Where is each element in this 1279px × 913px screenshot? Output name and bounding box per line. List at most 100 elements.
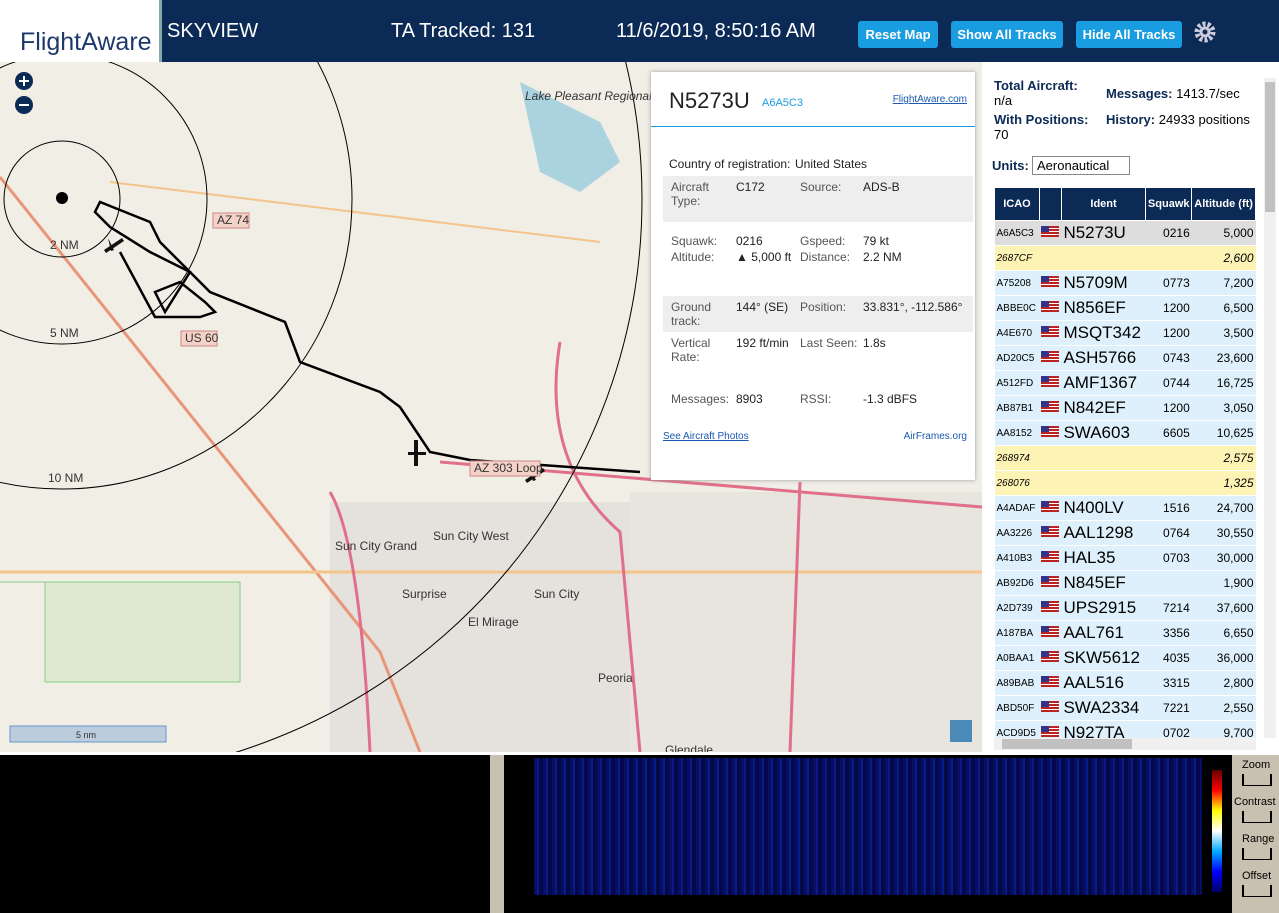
aircraft-row[interactable]: A512FD AMF1367 0744 16,725 xyxy=(994,370,1256,396)
splitter[interactable] xyxy=(490,755,504,913)
controls: Zoom Contrast Range Offset xyxy=(1232,755,1279,913)
units-select[interactable]: Aeronautical xyxy=(1032,156,1130,175)
control-slider[interactable] xyxy=(1242,848,1272,860)
aircraft-row[interactable]: 268974 2,575 xyxy=(994,445,1256,471)
icao: A4E670 xyxy=(994,320,1040,346)
flag-icon xyxy=(1041,651,1060,662)
aircraft-row[interactable]: A4E670 MSQT342 1200 3,500 xyxy=(994,320,1256,346)
aircraft xyxy=(104,238,545,483)
flag-icon xyxy=(1041,426,1060,437)
aircraft-row[interactable]: A0BAA1 SKW5612 4035 36,000 xyxy=(994,645,1256,671)
column-header: Ident xyxy=(1060,187,1147,221)
button[interactable]: Show All Tracks xyxy=(951,21,1063,48)
logo[interactable]: FlightAware xyxy=(0,0,162,62)
altitude: 36,000 xyxy=(1191,645,1256,671)
scrollbar[interactable] xyxy=(994,738,1256,750)
button[interactable]: Hide All Tracks xyxy=(1076,21,1182,48)
aircraft-row[interactable]: ABBE0C N856EF 1200 6,500 xyxy=(994,295,1256,321)
aircraft-row[interactable]: A410B3 HAL35 0703 30,000 xyxy=(994,545,1256,571)
altitude: 1,900 xyxy=(1191,570,1256,596)
control-label: Contrast xyxy=(1234,796,1276,808)
road-label: AZ 74 xyxy=(217,213,249,227)
aircraft-row[interactable]: A2D739 UPS2915 7214 37,600 xyxy=(994,595,1256,621)
control-slider[interactable] xyxy=(1242,885,1272,897)
ident: SWA2334 xyxy=(1061,695,1146,721)
aircraft-row[interactable]: 2687CF 2,600 xyxy=(994,245,1256,271)
detail-cell: 0216 xyxy=(736,234,763,248)
park xyxy=(0,581,241,683)
map-canvas: 2 NM 5 NM 10 NM 5 nm Lake Pleasant Regional … xyxy=(0,62,982,752)
aircraft-row[interactable]: 268076 1,325 xyxy=(994,470,1256,496)
aircraft-row[interactable]: A4ADAF N400LV 1516 24,700 xyxy=(994,495,1256,521)
detail-cell: 79 kt xyxy=(863,234,890,248)
colorbar xyxy=(1212,770,1222,892)
ident: UPS2915 xyxy=(1061,595,1146,621)
ident xyxy=(1061,245,1146,271)
aircraft-row[interactable]: ACD9D5 N927TA 0702 9,700 xyxy=(994,720,1256,746)
aircraft-row[interactable]: AA3226 AAL1298 0764 30,550 xyxy=(994,520,1256,546)
aircraft-row[interactable]: AD20C5 ASH5766 0743 23,600 xyxy=(994,345,1256,371)
ident: ASH5766 xyxy=(1061,345,1146,371)
icao: 268076 xyxy=(994,470,1040,496)
ident xyxy=(1061,445,1146,471)
icao: A6A5C3 xyxy=(994,220,1040,246)
flag-icon xyxy=(1041,401,1060,412)
squawk: 7221 xyxy=(1145,695,1192,721)
altitude: 7,200 xyxy=(1191,270,1256,296)
aircraft-row[interactable]: AA8152 SWA603 6605 10,625 xyxy=(994,420,1256,446)
range-label: 10 NM xyxy=(48,471,83,485)
aircraft-row[interactable]: AB87B1 N842EF 1200 3,050 xyxy=(994,395,1256,421)
squawk: 1516 xyxy=(1145,495,1192,521)
place-label: Glendale xyxy=(665,743,713,752)
button[interactable]: Reset Map xyxy=(858,21,938,48)
aircraft-row[interactable]: A187BA AAL761 3356 6,650 xyxy=(994,620,1256,646)
ident: N842EF xyxy=(1061,395,1146,421)
aircraft-row[interactable]: A6A5C3 N5273U 0216 5,000 xyxy=(994,220,1256,246)
road-shield xyxy=(469,460,541,477)
altitude: 23,600 xyxy=(1191,345,1256,371)
receiver xyxy=(56,192,68,204)
squawk: 3356 xyxy=(1145,620,1192,646)
flag xyxy=(1039,295,1062,321)
icao: ABD50F xyxy=(994,695,1040,721)
stat-label: History: xyxy=(1106,112,1156,127)
altitude: 30,550 xyxy=(1191,520,1256,546)
waterfall xyxy=(534,758,1202,895)
datetime: 11/6/2019, 8:50:16 AM xyxy=(616,20,816,42)
aircraft-row[interactable]: AB92D6 N845EF 1,900 xyxy=(994,570,1256,596)
altitude: 1,325 xyxy=(1191,470,1256,496)
control-slider[interactable] xyxy=(1242,774,1272,786)
stat-label: Total Aircraft: xyxy=(994,78,1078,93)
track xyxy=(93,200,641,474)
link[interactable]: AirFrames.org xyxy=(903,431,967,442)
ident xyxy=(1061,470,1146,496)
squawk: 0744 xyxy=(1145,370,1192,396)
place-label: Sun City Grand xyxy=(335,539,417,553)
scrollbar[interactable] xyxy=(1264,78,1276,738)
ident: HAL35 xyxy=(1061,545,1146,571)
flag xyxy=(1039,470,1062,496)
units-label: Units: xyxy=(992,158,1029,173)
icao: A0BAA1 xyxy=(994,645,1040,671)
link[interactable]: FlightAware.com xyxy=(892,94,967,105)
settings-icon[interactable] xyxy=(1193,20,1217,44)
info-button[interactable] xyxy=(950,720,972,742)
aircraft-row[interactable]: A89BAB AAL516 3315 2,800 xyxy=(994,670,1256,696)
icao: AA3226 xyxy=(994,520,1040,546)
flag-icon xyxy=(1041,551,1060,562)
control-slider[interactable] xyxy=(1242,811,1272,823)
link[interactable]: See Aircraft Photos xyxy=(663,431,749,442)
altitude: 10,625 xyxy=(1191,420,1256,446)
aircraft-row[interactable]: A75208 N5709M 0773 7,200 xyxy=(994,270,1256,296)
zoom-controls[interactable] xyxy=(15,72,33,114)
flag-icon xyxy=(1041,276,1060,287)
altitude: 2,800 xyxy=(1191,670,1256,696)
ident: SWA603 xyxy=(1061,420,1146,446)
aircraft-row[interactable]: ABD50F SWA2334 7221 2,550 xyxy=(994,695,1256,721)
stat: With Positions: 70 xyxy=(994,112,1104,142)
flag-header xyxy=(1038,187,1062,221)
scale-label: 5 nm xyxy=(76,730,96,740)
squawk: 0743 xyxy=(1145,345,1192,371)
altitude: 2,600 xyxy=(1191,245,1256,271)
icao: A4ADAF xyxy=(994,495,1040,521)
